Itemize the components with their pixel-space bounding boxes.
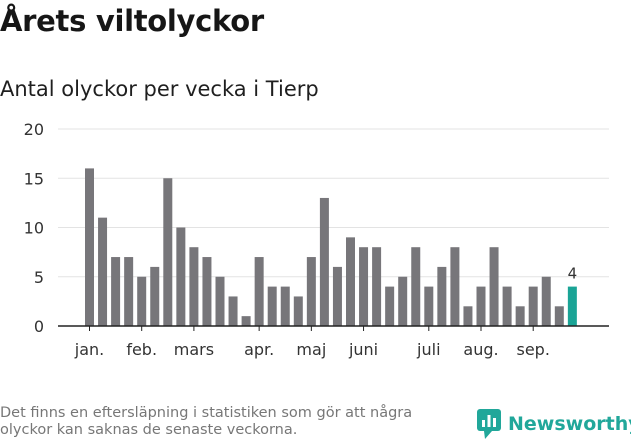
bar [241,316,251,326]
y-tick-label: 5 [34,268,44,287]
x-tick-label: aug. [463,340,498,359]
x-axis-labels: jan. feb. mars apr. maj juni juli aug. sep. [74,326,550,359]
bar [450,247,460,326]
bar [85,168,94,326]
bar [189,247,199,326]
bar [515,306,525,326]
bar [359,247,369,326]
bar [476,286,486,326]
y-tick-label: 20 [24,120,44,139]
bar [293,296,303,326]
bar [528,286,538,326]
bar-highlight [567,286,577,326]
x-tick-label: juli [416,340,440,359]
bar [463,306,473,326]
bar [319,197,329,326]
bar [280,286,290,326]
bar [111,257,121,326]
x-tick-label: juni [348,340,378,359]
bar [163,178,173,326]
x-tick-label: maj [296,340,326,359]
bar [137,276,147,326]
bar [176,227,186,326]
chart-title: Årets viltolyckor [0,4,264,38]
bar [554,306,564,326]
bar [398,276,408,326]
x-tick-label: apr. [244,340,274,359]
x-tick-label: mars [174,340,214,359]
bar [98,217,108,326]
bar [541,276,551,326]
highlight-value-label: 4 [568,265,578,283]
bar [411,247,421,326]
bar [124,257,134,326]
brand-logo: Newsworthy [476,407,631,441]
bar [267,286,277,326]
bar [228,296,238,326]
bar [254,257,264,326]
bar [437,266,447,326]
bar [202,257,212,326]
bar [150,266,160,326]
footnote: Det finns en eftersläpning i statistiken… [0,405,413,438]
bar [385,286,395,326]
bar [372,247,382,326]
bar [346,237,355,326]
x-tick-label: sep. [516,340,549,359]
bar [332,266,342,326]
x-tick-label: feb. [126,340,157,359]
bar [502,286,512,326]
y-tick-label: 10 [24,219,44,238]
brand-name: Newsworthy [508,413,631,435]
gridlines [58,128,609,278]
bar [489,247,499,326]
newsworthy-logo-icon [477,409,501,439]
bar [424,286,434,326]
bars [85,168,577,326]
x-tick-label: jan. [74,340,104,359]
bar [215,276,225,326]
y-axis-labels: 0 5 10 15 20 [24,120,44,336]
bar [306,257,316,326]
y-tick-label: 0 [34,317,44,336]
chart-subtitle: Antal olyckor per vecka i Tierp [0,77,319,101]
annotations: 4 [568,265,578,283]
y-tick-label: 15 [24,169,44,188]
